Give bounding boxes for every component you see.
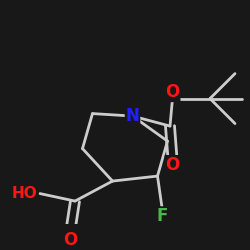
Text: F: F [157, 207, 168, 225]
Text: O: O [166, 156, 179, 174]
Text: O: O [63, 231, 77, 249]
Text: O: O [166, 83, 179, 101]
Text: N: N [126, 107, 140, 125]
Text: HO: HO [12, 186, 38, 201]
